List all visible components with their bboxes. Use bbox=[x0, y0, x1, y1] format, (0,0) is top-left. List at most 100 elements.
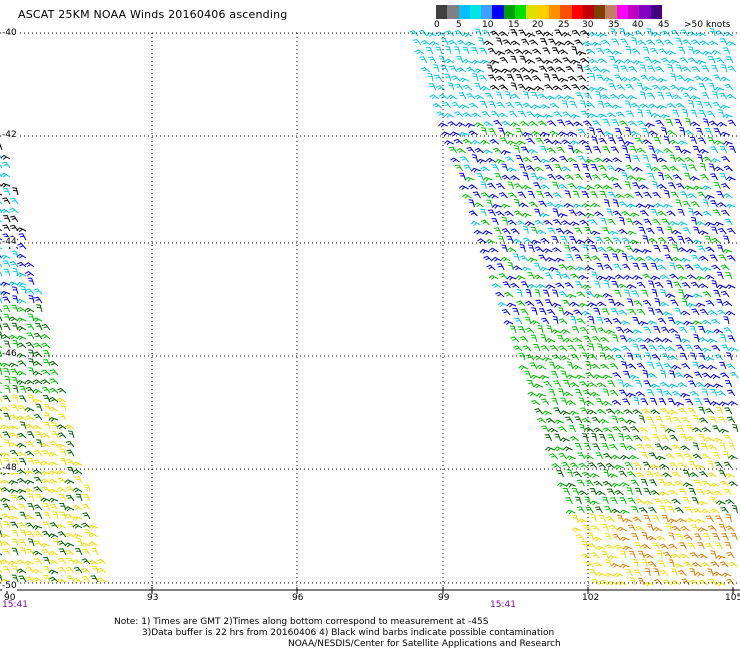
wind-barb bbox=[652, 434, 661, 442]
wind-barb bbox=[562, 299, 571, 307]
wind-barb bbox=[65, 458, 75, 466]
wind-barb bbox=[699, 148, 709, 154]
wind-barb bbox=[545, 337, 556, 343]
wind-barb bbox=[479, 47, 488, 55]
wind-barb bbox=[723, 31, 734, 37]
wind-barb bbox=[466, 146, 475, 154]
wind-barb bbox=[2, 566, 11, 574]
wind-barb bbox=[34, 296, 43, 304]
wind-barb bbox=[510, 228, 520, 235]
wind-barb bbox=[573, 148, 583, 154]
wind-barb bbox=[541, 425, 550, 433]
wind-barb bbox=[64, 506, 75, 512]
wind-barb bbox=[459, 172, 466, 181]
wind-barb bbox=[591, 41, 602, 47]
wind-barb bbox=[678, 407, 688, 415]
wind-barb bbox=[472, 191, 481, 199]
wind-barb bbox=[590, 525, 600, 532]
wind-barb bbox=[510, 282, 520, 289]
wind-barb bbox=[510, 29, 518, 37]
wind-barb bbox=[675, 264, 685, 271]
wind-barb bbox=[544, 191, 553, 199]
wind-barb bbox=[572, 191, 580, 199]
wind-barb bbox=[570, 353, 580, 361]
wind-barb bbox=[696, 488, 705, 496]
wind-barb bbox=[91, 547, 99, 556]
wind-barb bbox=[9, 449, 19, 457]
wind-barb bbox=[710, 400, 721, 406]
wind-barb bbox=[724, 541, 732, 550]
wind-barb bbox=[572, 514, 579, 523]
wind-barb bbox=[24, 407, 35, 412]
wind-barb bbox=[605, 275, 616, 281]
wind-barb bbox=[700, 443, 709, 451]
wind-barb bbox=[505, 91, 512, 100]
wind-barb bbox=[26, 323, 35, 331]
wind-barb bbox=[43, 511, 51, 520]
lon-label-105: 105 bbox=[725, 593, 740, 603]
scale-tick-label: 30 bbox=[582, 20, 594, 30]
wind-barb bbox=[596, 275, 607, 281]
wind-barb bbox=[705, 246, 715, 253]
wind-barb bbox=[650, 383, 661, 389]
wind-barb bbox=[496, 101, 506, 109]
wind-barb bbox=[716, 390, 727, 397]
wind-barb bbox=[428, 83, 437, 91]
wind-barb bbox=[588, 219, 598, 226]
wind-barb bbox=[48, 478, 59, 484]
scale-tick-label: 35 bbox=[608, 20, 620, 30]
wind-barb bbox=[651, 166, 661, 172]
wind-barb bbox=[608, 83, 617, 91]
wind-barb bbox=[715, 581, 726, 587]
wind-barb bbox=[686, 302, 697, 308]
wind-barb bbox=[582, 244, 589, 253]
wind-barb bbox=[637, 109, 644, 118]
wind-barb bbox=[451, 75, 461, 82]
wind-barb bbox=[0, 486, 3, 493]
wind-barb bbox=[641, 451, 649, 460]
wind-barb bbox=[602, 480, 612, 487]
wind-barb bbox=[608, 137, 617, 145]
wind-barb bbox=[635, 256, 646, 262]
wind-barb bbox=[560, 410, 570, 416]
wind-barb bbox=[474, 202, 484, 208]
wind-barb bbox=[58, 548, 67, 556]
wind-barb bbox=[650, 398, 658, 406]
wind-barb bbox=[690, 121, 700, 127]
wind-barb bbox=[633, 300, 643, 307]
wind-barb bbox=[12, 267, 19, 277]
wind-barb bbox=[597, 32, 608, 38]
wind-barb bbox=[704, 356, 715, 362]
wind-barb bbox=[539, 266, 550, 272]
wind-barb bbox=[668, 489, 678, 496]
wind-barb bbox=[612, 104, 623, 110]
wind-barb bbox=[576, 506, 585, 514]
wind-barb bbox=[445, 30, 455, 37]
wind-barb bbox=[506, 74, 515, 82]
wind-barb bbox=[480, 139, 490, 145]
wind-barb bbox=[557, 213, 568, 218]
wind-barb bbox=[81, 503, 91, 511]
wind-barb bbox=[16, 477, 27, 484]
wind-barb bbox=[655, 119, 665, 127]
wind-barb bbox=[40, 471, 51, 476]
wind-barb bbox=[1, 161, 11, 169]
wind-barb bbox=[625, 569, 633, 577]
wind-barb bbox=[454, 111, 464, 118]
wind-barb bbox=[557, 335, 565, 343]
wind-barb bbox=[711, 237, 721, 244]
wind-barb bbox=[543, 59, 554, 65]
wind-barb bbox=[660, 370, 667, 379]
wind-barb bbox=[606, 516, 615, 523]
wind-barb bbox=[695, 302, 706, 308]
wind-barb bbox=[517, 326, 526, 334]
wind-barb bbox=[625, 153, 632, 163]
wind-barb bbox=[723, 113, 733, 119]
wind-barb bbox=[16, 568, 27, 574]
wind-barb bbox=[525, 288, 532, 298]
wind-barb bbox=[20, 285, 27, 295]
wind-barb bbox=[576, 210, 586, 217]
wind-barb bbox=[692, 507, 702, 514]
wind-barb bbox=[724, 218, 733, 226]
wind-barb bbox=[40, 542, 51, 548]
